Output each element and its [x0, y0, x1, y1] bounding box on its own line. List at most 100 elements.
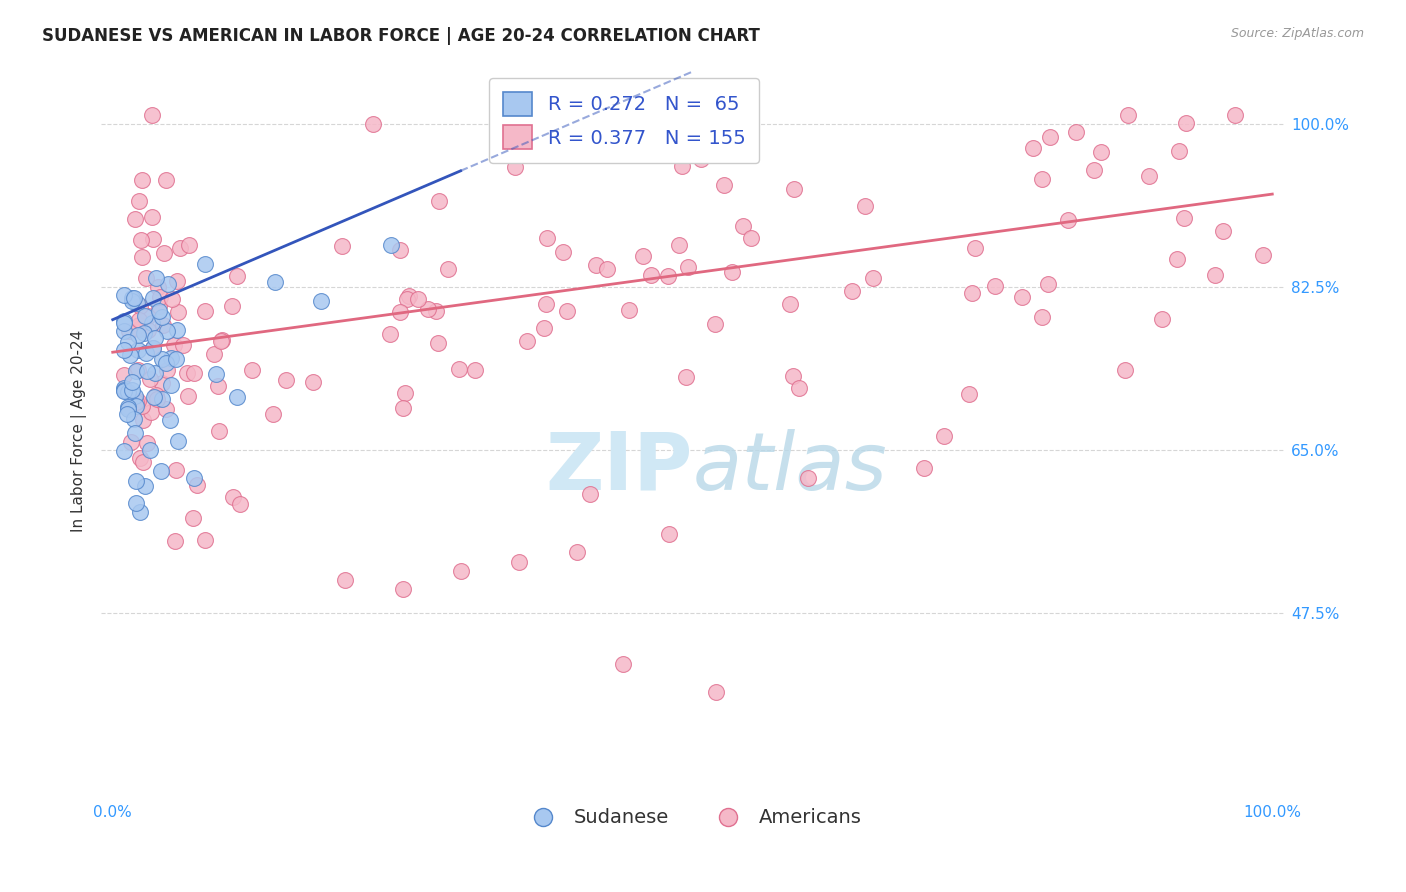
Point: [1175, 115, 1198, 129]
Point: [1090, 145, 1112, 159]
Point: [658, 526, 681, 541]
Point: [162, 293, 184, 307]
Point: [671, 159, 693, 173]
Point: [134, 309, 156, 323]
Text: atlas: atlas: [693, 428, 887, 507]
Point: [533, 320, 555, 334]
Point: [124, 425, 146, 440]
Point: [797, 471, 820, 485]
Point: [141, 211, 163, 225]
Point: [134, 478, 156, 492]
Point: [703, 317, 725, 331]
Point: [740, 231, 762, 245]
Point: [425, 304, 447, 318]
Point: [934, 429, 956, 443]
Point: [149, 464, 172, 478]
Point: [389, 243, 412, 257]
Point: [853, 199, 876, 213]
Point: [142, 232, 165, 246]
Point: [128, 194, 150, 208]
Point: [124, 389, 146, 403]
Point: [841, 284, 863, 298]
Point: [129, 233, 152, 247]
Point: [668, 238, 690, 252]
Point: [1251, 248, 1274, 262]
Point: [555, 304, 578, 318]
Point: [165, 463, 187, 477]
Point: [139, 372, 162, 386]
Point: [333, 573, 356, 587]
Point: [579, 487, 602, 501]
Point: [640, 268, 662, 282]
Point: [1066, 125, 1088, 139]
Point: [112, 314, 135, 328]
Point: [117, 334, 139, 349]
Point: [657, 268, 679, 283]
Point: [262, 407, 284, 421]
Point: [142, 341, 165, 355]
Point: [779, 296, 801, 310]
Point: [112, 384, 135, 398]
Point: [1167, 144, 1189, 158]
Point: [1031, 172, 1053, 186]
Point: [117, 407, 139, 421]
Point: [394, 385, 416, 400]
Point: [125, 475, 148, 489]
Point: [204, 368, 226, 382]
Point: [912, 461, 935, 475]
Point: [141, 108, 163, 122]
Point: [145, 388, 167, 402]
Point: [112, 381, 135, 395]
Point: [127, 394, 149, 409]
Point: [160, 378, 183, 392]
Point: [782, 369, 804, 384]
Point: [787, 381, 810, 395]
Point: [127, 327, 149, 342]
Point: [135, 271, 157, 285]
Point: [704, 684, 727, 698]
Point: [125, 395, 148, 409]
Point: [1225, 108, 1247, 122]
Point: [122, 412, 145, 426]
Point: [177, 238, 200, 252]
Point: [226, 390, 249, 404]
Point: [128, 312, 150, 326]
Point: [311, 294, 333, 309]
Point: [675, 370, 697, 384]
Point: [450, 564, 472, 578]
Point: [142, 342, 165, 356]
Point: [120, 401, 142, 415]
Point: [146, 280, 169, 294]
Point: [136, 309, 159, 323]
Point: [155, 356, 177, 370]
Point: [163, 534, 186, 549]
Point: [240, 362, 263, 376]
Text: SUDANESE VS AMERICAN IN LABOR FORCE | AGE 20-24 CORRELATION CHART: SUDANESE VS AMERICAN IN LABOR FORCE | AG…: [42, 27, 761, 45]
Point: [121, 383, 143, 397]
Point: [553, 244, 575, 259]
Point: [503, 160, 526, 174]
Point: [225, 268, 247, 283]
Point: [1011, 289, 1033, 303]
Point: [690, 152, 713, 166]
Point: [202, 347, 225, 361]
Text: ZIP: ZIP: [546, 428, 693, 507]
Point: [112, 368, 135, 382]
Point: [153, 245, 176, 260]
Point: [160, 351, 183, 365]
Point: [121, 294, 143, 309]
Point: [427, 335, 450, 350]
Point: [361, 117, 384, 131]
Legend: Sudanese, Americans: Sudanese, Americans: [516, 800, 869, 835]
Point: [124, 496, 146, 510]
Point: [120, 434, 142, 449]
Point: [1038, 277, 1060, 291]
Point: [135, 346, 157, 360]
Point: [124, 212, 146, 227]
Point: [122, 291, 145, 305]
Point: [112, 343, 135, 357]
Point: [121, 375, 143, 389]
Point: [1166, 252, 1188, 267]
Point: [135, 436, 157, 450]
Point: [139, 442, 162, 457]
